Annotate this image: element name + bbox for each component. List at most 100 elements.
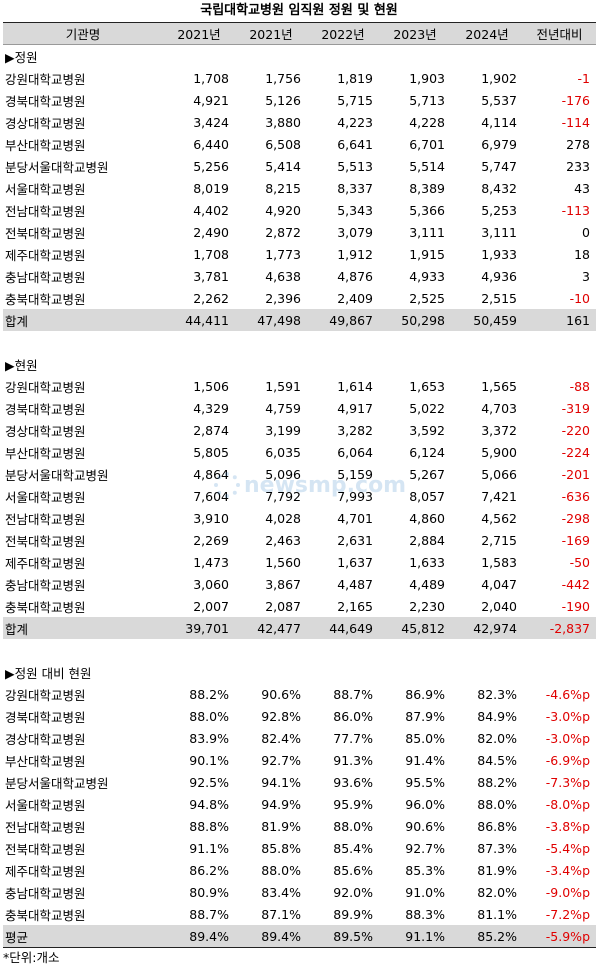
year-value: 88.7% <box>189 906 229 922</box>
year-value: 86.2% <box>189 862 229 878</box>
year-value: 1,933 <box>481 246 517 262</box>
table-row: 분당서울대학교병원 92.5% 94.1% 93.6% 95.5% 88.2% -7.3%p <box>3 771 596 793</box>
year-value: 6,979 <box>481 136 517 152</box>
total-year-value: 45,812 <box>379 617 451 639</box>
total-change-value: 161 <box>523 309 596 331</box>
year-value: 4,759 <box>265 400 301 416</box>
year-value: 8,432 <box>481 180 517 196</box>
change-value: -4.6%p <box>545 686 590 702</box>
total-label: 평균 <box>3 925 163 948</box>
year-value: 83.4% <box>261 884 301 900</box>
year-value: 92.8% <box>261 708 301 724</box>
year-value: 4,638 <box>265 268 301 284</box>
total-year-value: 91.1% <box>379 925 451 948</box>
year-value: 1,583 <box>481 554 517 570</box>
year-value: 4,864 <box>193 466 229 482</box>
year-value: 5,513 <box>337 158 373 174</box>
year-value: 8,215 <box>265 180 301 196</box>
year-value: 88.0% <box>477 796 517 812</box>
year-value: 3,111 <box>409 224 445 240</box>
total-year-value: 85.2% <box>451 925 523 948</box>
year-value: 1,912 <box>337 246 373 262</box>
institution-name: 제주대학교병원 <box>5 555 86 571</box>
year-value: 1,915 <box>409 246 445 262</box>
change-value: -3.0%p <box>545 730 590 746</box>
table-row: 충남대학교병원 3,060 3,867 4,487 4,489 4,047 -442 <box>3 573 596 595</box>
year-value: 85.4% <box>333 840 373 856</box>
section-label: ▶현원 <box>5 357 38 373</box>
total-year-value: 42,477 <box>235 617 307 639</box>
year-value: 5,537 <box>481 92 517 108</box>
table-row: 제주대학교병원 1,473 1,560 1,637 1,633 1,583 -50 <box>3 551 596 573</box>
year-value: 5,126 <box>265 92 301 108</box>
header-year: 2022년 <box>307 22 379 45</box>
table-row: 부산대학교병원 6,440 6,508 6,641 6,701 6,979 278 <box>3 133 596 155</box>
year-value: 4,028 <box>265 510 301 526</box>
year-value: 3,424 <box>193 114 229 130</box>
institution-name: 전북대학교병원 <box>5 533 86 549</box>
year-value: 91.4% <box>405 752 445 768</box>
spacer-row <box>3 331 596 353</box>
year-value: 81.1% <box>477 906 517 922</box>
table-row: 경북대학교병원 4,921 5,126 5,715 5,713 5,537 -176 <box>3 89 596 111</box>
year-value: 6,641 <box>337 136 373 152</box>
change-value: -7.2%p <box>545 906 590 922</box>
year-value: 6,064 <box>337 444 373 460</box>
staff-table: 기관명 2021년 2021년 2022년 2023년 2024년 전년대비 ▶… <box>3 22 596 948</box>
institution-name: 경북대학교병원 <box>5 93 86 109</box>
year-value: 5,805 <box>193 444 229 460</box>
year-value: 4,917 <box>337 400 373 416</box>
table-row: 부산대학교병원 5,805 6,035 6,064 6,124 5,900 -224 <box>3 441 596 463</box>
year-value: 87.3% <box>477 840 517 856</box>
year-value: 2,515 <box>481 290 517 306</box>
total-change-value: -5.9%p <box>523 925 596 948</box>
table-row: 강원대학교병원 1,506 1,591 1,614 1,653 1,565 -88 <box>3 375 596 397</box>
year-value: 7,604 <box>193 488 229 504</box>
year-value: 81.9% <box>261 818 301 834</box>
year-value: 1,591 <box>265 378 301 394</box>
change-value: -201 <box>561 466 590 482</box>
year-value: 82.0% <box>477 730 517 746</box>
table-row: 제주대학교병원 1,708 1,773 1,912 1,915 1,933 18 <box>3 243 596 265</box>
table-row: 서울대학교병원 94.8% 94.9% 95.9% 96.0% 88.0% -8.0%p <box>3 793 596 815</box>
year-value: 77.7% <box>333 730 373 746</box>
year-value: 1,756 <box>265 70 301 86</box>
year-value: 93.6% <box>333 774 373 790</box>
year-value: 94.8% <box>189 796 229 812</box>
year-value: 1,565 <box>481 378 517 394</box>
institution-name: 전북대학교병원 <box>5 841 86 857</box>
header-change: 전년대비 <box>523 22 596 45</box>
year-value: 2,269 <box>193 532 229 548</box>
year-value: 96.0% <box>405 796 445 812</box>
year-value: 1,637 <box>337 554 373 570</box>
spacer-row <box>3 639 596 661</box>
year-value: 5,343 <box>337 202 373 218</box>
total-year-value: 89.4% <box>163 925 235 948</box>
year-value: 5,096 <box>265 466 301 482</box>
year-value: 5,414 <box>265 158 301 174</box>
year-value: 86.0% <box>333 708 373 724</box>
institution-name: 충북대학교병원 <box>5 907 86 923</box>
year-value: 2,262 <box>193 290 229 306</box>
year-value: 4,701 <box>337 510 373 526</box>
total-row: 평균 89.4% 89.4% 89.5% 91.1% 85.2% -5.9%p <box>3 925 596 948</box>
total-year-value: 42,974 <box>451 617 523 639</box>
year-value: 4,936 <box>481 268 517 284</box>
table-row: 경상대학교병원 3,424 3,880 4,223 4,228 4,114 -114 <box>3 111 596 133</box>
year-value: 86.8% <box>477 818 517 834</box>
year-value: 88.7% <box>333 686 373 702</box>
year-value: 1,903 <box>409 70 445 86</box>
year-value: 4,562 <box>481 510 517 526</box>
change-value: -88 <box>569 378 590 394</box>
year-value: 6,701 <box>409 136 445 152</box>
year-value: 1,614 <box>337 378 373 394</box>
change-value: -3.4%p <box>545 862 590 878</box>
change-value: -9.0%p <box>545 884 590 900</box>
section-label: ▶정원 대비 현원 <box>5 665 92 681</box>
year-value: 2,884 <box>409 532 445 548</box>
year-value: 81.9% <box>477 862 517 878</box>
institution-name: 충남대학교병원 <box>5 269 86 285</box>
year-value: 2,396 <box>265 290 301 306</box>
total-year-value: 50,459 <box>451 309 523 331</box>
change-value: -319 <box>561 400 590 416</box>
